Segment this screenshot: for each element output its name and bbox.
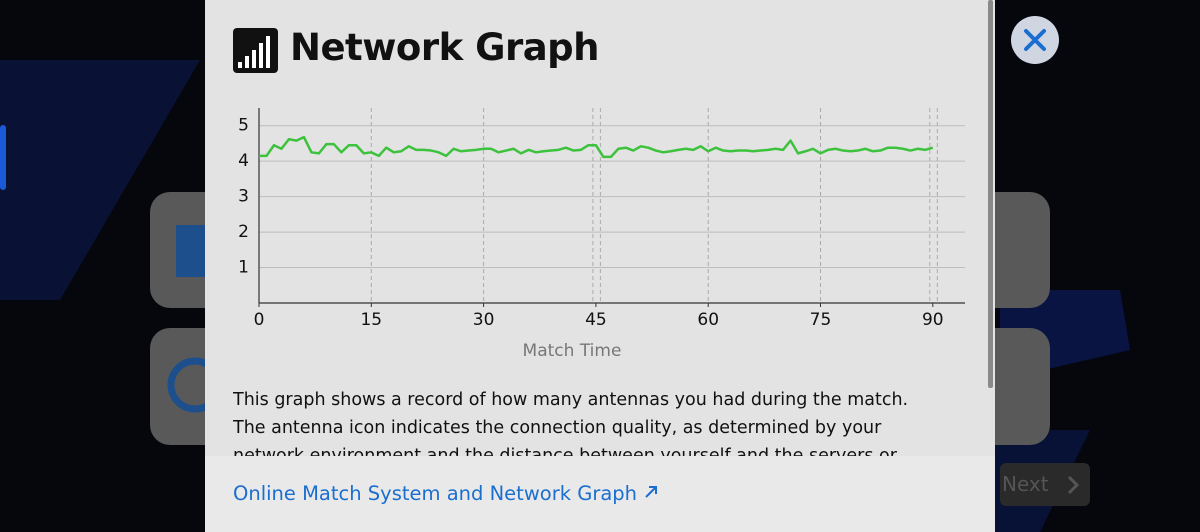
link-text: Online Match System and Network Graph	[233, 482, 638, 505]
x-tick-label: 60	[697, 310, 719, 330]
x-tick-label: 0	[254, 310, 265, 330]
y-tick-label: 5	[238, 116, 249, 136]
bg-shape	[0, 60, 200, 300]
x-tick-label: 30	[473, 310, 495, 330]
title: Network Graph	[290, 26, 600, 69]
scrollbar	[988, 0, 993, 388]
footer	[205, 456, 995, 532]
card-icon	[176, 225, 206, 277]
next-label: Next	[1002, 472, 1049, 496]
y-tick-label: 1	[238, 258, 249, 278]
y-tick-label: 4	[238, 151, 249, 171]
data-line	[259, 135, 934, 159]
next-button[interactable]: Next	[1000, 463, 1090, 506]
external-icon	[645, 486, 658, 498]
close-icon	[1024, 29, 1046, 51]
y-tick-label: 2	[238, 222, 249, 242]
x-tick-label: 75	[810, 310, 832, 330]
help-link[interactable]: Online Match System and Network Graph	[233, 482, 659, 505]
x-tick-label: 45	[585, 310, 607, 330]
x-axis-label: Match Time	[523, 341, 622, 361]
side-tab	[0, 125, 6, 190]
signal-icon	[233, 28, 278, 73]
x-tick-label: 15	[360, 310, 382, 330]
x-tick-label: 90	[922, 310, 944, 330]
chevron	[1067, 475, 1080, 495]
description: This graph shows a record of how many an…	[233, 390, 909, 456]
y-tick-label: 3	[238, 187, 249, 207]
